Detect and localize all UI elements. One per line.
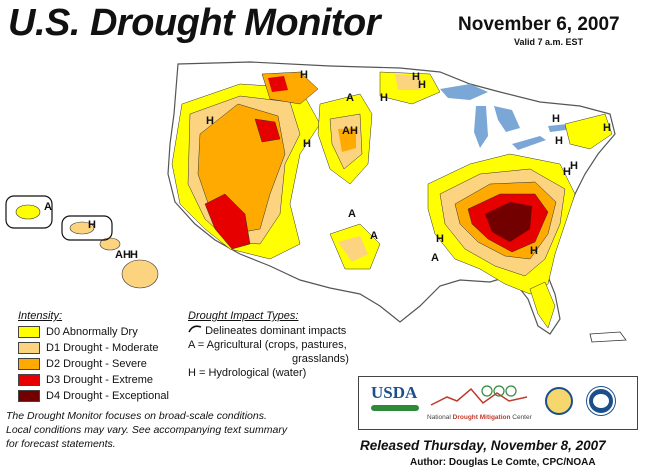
partner-logos: USDA National Drought Mitigation Center (358, 376, 638, 430)
lake-superior (440, 84, 488, 100)
d2-swatch (18, 358, 40, 370)
disclaimer-note: The Drought Monitor focuses on broad-sca… (6, 409, 336, 451)
release-date: Released Thursday, November 8, 2007 (360, 438, 606, 453)
legend-item-d0: D0 Abnormally Dry (18, 324, 193, 340)
hawaii-impact-box (5, 195, 53, 229)
impact-label: H (88, 219, 96, 231)
impact-heading: Drought Impact Types: (188, 310, 299, 322)
puerto-rico (589, 331, 627, 343)
impact-label: H (563, 166, 571, 178)
legend-heading: Intensity: (18, 310, 63, 322)
d4-swatch (18, 390, 40, 402)
ndmc-prefix: National (427, 414, 451, 421)
d0-label: D0 Abnormally Dry (46, 326, 138, 338)
note-line-1: The Drought Monitor focuses on broad-sca… (6, 410, 267, 422)
lake-huron (494, 106, 520, 132)
impact-label: H (300, 69, 308, 81)
boundary-line-icon (188, 325, 202, 333)
map-date: November 6, 2007 (458, 14, 620, 35)
d4-label: D4 Drought - Exceptional (46, 390, 169, 402)
valid-time: Valid 7 a.m. EST (514, 37, 584, 47)
impact-label: H (206, 115, 214, 127)
hawaii-oahu (69, 221, 95, 235)
d3-nw (254, 118, 281, 143)
ndmc-suffix: Center (512, 414, 532, 421)
impact-label: A (348, 208, 356, 220)
hawaii-big-island (121, 259, 159, 289)
impact-label: H (303, 138, 311, 150)
impact-label: H (570, 160, 578, 172)
d3-label: D3 Drought - Extreme (46, 374, 153, 386)
d1-label: D1 Drought - Moderate (46, 342, 159, 354)
map-title: U.S. Drought Monitor (8, 2, 381, 44)
impact-legend: Drought Impact Types: Delineates dominan… (188, 310, 378, 380)
d3-swatch (18, 374, 40, 386)
impact-label: H (555, 135, 563, 147)
d4-southeast (485, 202, 532, 242)
noaa-seal-icon (587, 387, 615, 415)
impact-label: H (530, 245, 538, 257)
d2-midwest (338, 128, 356, 152)
impact-delineates: Delineates dominant impacts (188, 324, 378, 338)
note-line-3: for forecast statements. (6, 438, 116, 450)
d1-swatch (18, 342, 40, 354)
d0-florida (529, 281, 556, 329)
legend-item-d2: D2 Drought - Severe (18, 356, 193, 372)
d3-west (204, 193, 251, 250)
ndmc-logo: National Drought Mitigation Center (427, 383, 535, 423)
impact-label: A (44, 201, 52, 213)
author-credit: Author: Douglas Le Comte, CPC/NOAA (410, 457, 596, 468)
impact-agricultural-cont: grasslands) (292, 353, 349, 365)
impact-hydrological: H = Hydrological (water) (188, 367, 307, 379)
ndmc-name: National Drought Mitigation Center (427, 414, 535, 421)
hawaii-kauai (15, 204, 41, 220)
hawaii-impact-box-2 (61, 215, 113, 241)
ndmc-main: Drought Mitigation (452, 414, 511, 421)
lake-erie (512, 136, 546, 150)
impact-label: A (370, 230, 378, 242)
impact-agricultural: A = Agricultural (crops, pastures, (188, 339, 347, 351)
d2-label: D2 Drought - Severe (46, 358, 147, 370)
lake-michigan (474, 106, 488, 148)
legend-item-d1: D1 Drought - Moderate (18, 340, 193, 356)
d0-northeast (564, 113, 613, 150)
d1-texas (338, 236, 368, 262)
d0-swatch (18, 326, 40, 338)
lake-ontario (548, 124, 568, 132)
ndmc-tree-icon (430, 385, 528, 406)
impact-label: H (603, 122, 611, 134)
impact-label: H (552, 113, 560, 125)
impact-label: AH (342, 125, 358, 137)
note-line-2: Local conditions may vary. See accompany… (6, 424, 288, 436)
impact-label: H (418, 79, 426, 91)
intensity-legend: Intensity: D0 Abnormally Dry D1 Drought … (18, 310, 193, 404)
commerce-seal-icon (545, 387, 573, 415)
usda-logo-text: USDA (371, 383, 418, 402)
impact-label: H (380, 92, 388, 104)
usda-logo: USDA (371, 383, 419, 417)
impact-label: A (346, 92, 354, 104)
legend-item-d3: D3 Drought - Extreme (18, 372, 193, 388)
impact-label: H (130, 249, 138, 261)
legend-item-d4: D4 Drought - Exceptional (18, 388, 193, 404)
impact-delineates-text: Delineates dominant impacts (205, 325, 347, 337)
impact-label: A (431, 252, 439, 264)
impact-label: H (412, 71, 420, 83)
impact-label: H (436, 233, 444, 245)
impact-label: AH (115, 249, 131, 261)
usda-logo-swoosh (371, 405, 419, 411)
d1-minnesota (395, 74, 422, 90)
d3-montana (268, 76, 288, 92)
